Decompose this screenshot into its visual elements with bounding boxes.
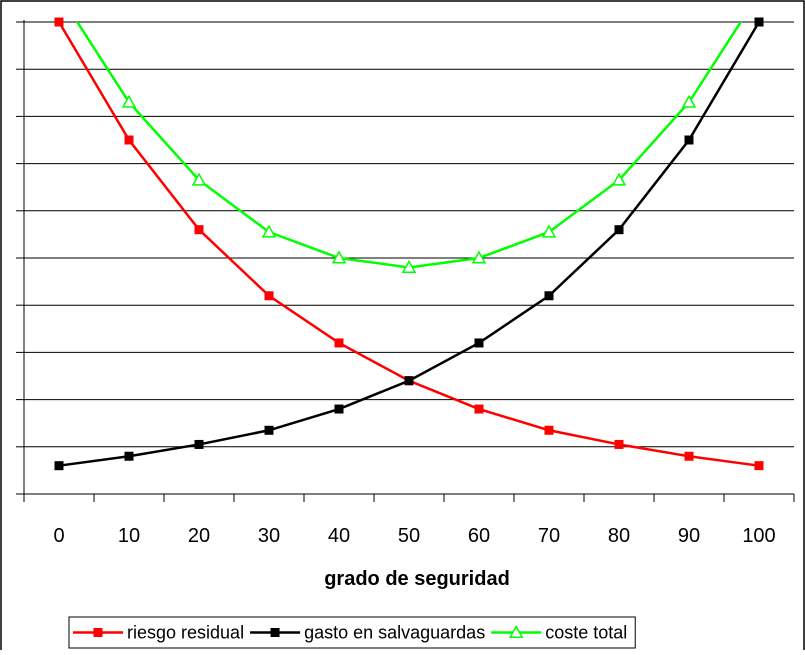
x-axis-title: grado de seguridad (324, 568, 510, 590)
gasto-en-salvaguardas-point (54, 461, 64, 471)
riesgo-residual-point (544, 425, 554, 435)
legend-riesgo-residual-point (93, 628, 103, 637)
legend-label-riesgo-residual: riesgo residual (127, 623, 244, 643)
coste-total-point (191, 172, 207, 186)
x-tick-label: 10 (118, 525, 140, 547)
riesgo-residual-point (474, 404, 484, 414)
gasto-en-salvaguardas-point (264, 425, 274, 435)
x-tick-label: 80 (608, 525, 630, 547)
legend-label-coste-total: coste total (545, 623, 627, 643)
coste-total-point (121, 94, 137, 108)
legend-label-gasto-en-salvaguardas: gasto en salvaguardas (304, 623, 485, 643)
coste-total-point (401, 259, 417, 273)
riesgo-residual-point (614, 439, 624, 449)
coste-total-point (471, 250, 487, 264)
legend-coste-total-point (508, 624, 524, 639)
gasto-en-salvaguardas-point (404, 376, 414, 386)
coste-total-point (681, 94, 697, 108)
gasto-en-salvaguardas-point (334, 404, 344, 414)
x-tick-label: 90 (678, 525, 700, 547)
gasto-en-salvaguardas-point (124, 451, 134, 461)
riesgo-residual-point (684, 451, 694, 461)
series-layer (54, 17, 764, 471)
gasto-en-salvaguardas-point (474, 338, 484, 348)
gasto-en-salvaguardas-point (194, 439, 204, 449)
riesgo-residual-point (264, 291, 274, 301)
gasto-en-salvaguardas-point (614, 225, 624, 235)
x-tick-label: 30 (258, 525, 280, 547)
legend: riesgo residual gasto en salvaguardas cost… (68, 616, 636, 649)
x-tick-label: 40 (328, 525, 350, 547)
riesgo-residual-point (334, 338, 344, 348)
coste-total-point (541, 224, 557, 238)
series-gasto-en-salvaguardas (54, 17, 764, 471)
coste-total-point (611, 172, 627, 186)
x-tick-label: 0 (53, 525, 64, 547)
gasto-en-salvaguardas-point (544, 291, 554, 301)
coste-total-point (331, 250, 347, 264)
gasto-en-salvaguardas-point (684, 135, 694, 145)
riesgo-residual-point (124, 135, 134, 145)
gridlines (24, 21, 794, 448)
riesgo-residual-point (754, 461, 764, 471)
x-tick-labels: 0 10 20 30 40 50 60 70 80 90 100 (53, 525, 775, 547)
gasto-en-salvaguardas-point (754, 17, 764, 27)
axes (16, 20, 795, 502)
riesgo-residual-point (194, 225, 204, 235)
legend-gasto-en-salvaguardas-point (270, 628, 280, 637)
x-tick-label: 50 (398, 525, 420, 547)
coste-total-point (261, 224, 277, 238)
riesgo-residual-point (54, 17, 64, 27)
x-tick-label: 70 (538, 525, 560, 547)
x-tick-label: 20 (188, 525, 210, 547)
x-tick-label: 100 (742, 525, 775, 547)
x-tick-label: 60 (468, 525, 490, 547)
series-coste-total (75, 22, 743, 273)
